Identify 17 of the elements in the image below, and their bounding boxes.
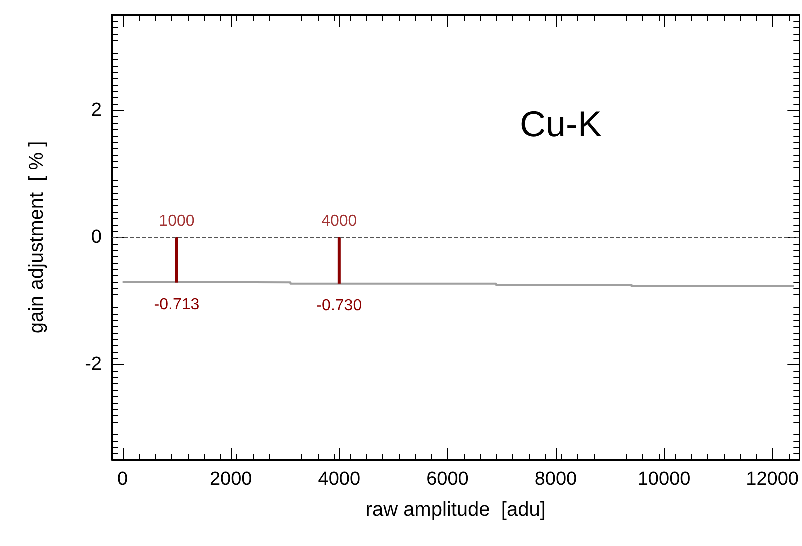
y-tick-label: -2	[85, 354, 102, 376]
x-tick-label: 10000	[638, 469, 691, 490]
y-tick-label: 2	[91, 100, 102, 121]
y-axis-title: gain adjustment [ % ]	[26, 141, 48, 334]
x-tick-label: 0	[118, 469, 128, 490]
x-tick-label: 4000	[318, 469, 361, 490]
x-tick-label: 2000	[210, 469, 252, 490]
annotation: 1000	[159, 213, 195, 230]
x-tick-label: 12000	[746, 469, 800, 490]
x-axis-title: raw amplitude [adu]	[366, 499, 546, 521]
data-label: -0.713	[154, 296, 200, 314]
x-tick-label: 6000	[426, 469, 469, 490]
x-tick-label: 8000	[534, 469, 578, 490]
y-tick-label: 0	[91, 227, 102, 248]
annotation: 4000	[322, 213, 358, 230]
data-label: -0.730	[316, 297, 362, 314]
annotation: Cu-K	[520, 104, 602, 144]
